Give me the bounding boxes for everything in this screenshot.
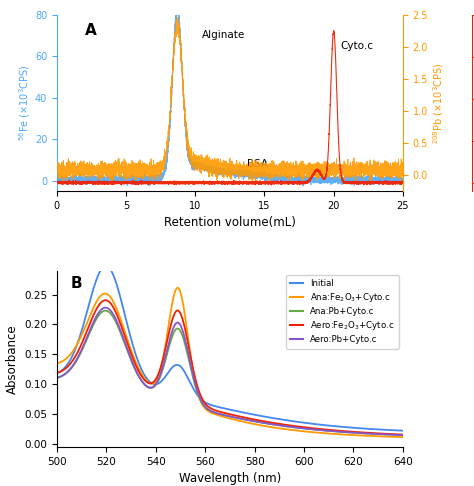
Initial [261,414,266,419]
Y-axis label: $^{208}$Pb (×10$^3$CPS): $^{208}$Pb (×10$^3$CPS) [431,62,446,144]
Aero:Pb+Cyto.c [400,432,406,438]
Aero:Pb+Cyto.c [102,305,108,311]
Line: Aero:Fe$_2$O$_3$+Cyto.c: Aero:Fe$_2$O$_3$+Cyto.c [57,300,403,434]
Ana:Fe$_2$O$_3$+Cyto.c [54,361,60,366]
Line: Aero:Pb+Cyto.c: Aero:Pb+Cyto.c [57,308,403,435]
Initial [219,405,225,411]
Aero:Fe$_2$O$_3$+Cyto.c [400,432,406,437]
Ana:Pb+Cyto.c [221,412,227,418]
Ana:Fe$_2$O$_3$+Cyto.c [400,434,406,440]
Aero:Fe$_2$O$_3$+Cyto.c [392,432,398,437]
Initial [54,370,60,376]
Initial [400,428,406,434]
Ana:Fe$_2$O$_3$+Cyto.c [338,432,344,437]
Aero:Pb+Cyto.c [261,420,266,426]
Aero:Fe$_2$O$_3$+Cyto.c [338,428,344,434]
Initial [392,427,398,433]
Y-axis label: $^{56}$Fe (×10$^3$CPS): $^{56}$Fe (×10$^3$CPS) [17,65,32,141]
Ana:Fe$_2$O$_3$+Cyto.c [242,419,247,425]
Ana:Fe$_2$O$_3$+Cyto.c [175,285,181,291]
X-axis label: Retention volume(mL): Retention volume(mL) [164,216,296,229]
Ana:Fe$_2$O$_3$+Cyto.c [392,434,398,440]
Aero:Fe$_2$O$_3$+Cyto.c [102,297,108,303]
Ana:Pb+Cyto.c [219,412,225,417]
Aero:Pb+Cyto.c [54,375,60,381]
Initial [338,424,344,430]
Text: A: A [84,23,96,38]
Ana:Pb+Cyto.c [261,420,266,426]
Aero:Pb+Cyto.c [219,412,225,417]
Legend: Initial, Ana:Fe$_2$O$_3$+Cyto.c, Ana:Pb+Cyto.c, Aero:Fe$_2$O$_3$+Cyto.c, Aero:Pb: Initial, Ana:Fe$_2$O$_3$+Cyto.c, Ana:Pb+… [286,275,399,348]
Aero:Fe$_2$O$_3$+Cyto.c [219,409,225,415]
Line: Initial: Initial [57,266,403,431]
Text: BSA: BSA [247,159,268,169]
Ana:Fe$_2$O$_3$+Cyto.c [219,414,225,419]
Aero:Pb+Cyto.c [338,429,344,434]
Aero:Pb+Cyto.c [221,412,227,418]
Initial [103,263,109,269]
Text: B: B [71,276,82,291]
Ana:Pb+Cyto.c [242,417,247,422]
Y-axis label: Absorbance: Absorbance [6,324,18,394]
Aero:Fe$_2$O$_3$+Cyto.c [261,418,266,424]
Text: Cyto.c: Cyto.c [341,41,374,51]
Ana:Fe$_2$O$_3$+Cyto.c [261,423,266,429]
Ana:Pb+Cyto.c [338,429,344,434]
Aero:Fe$_2$O$_3$+Cyto.c [242,415,247,420]
Aero:Fe$_2$O$_3$+Cyto.c [54,370,60,376]
Ana:Pb+Cyto.c [400,432,406,438]
Initial [242,410,247,416]
Ana:Pb+Cyto.c [54,375,60,381]
Aero:Pb+Cyto.c [392,432,398,438]
Aero:Fe$_2$O$_3$+Cyto.c [221,410,227,416]
X-axis label: Wavelength (nm): Wavelength (nm) [179,472,281,486]
Ana:Pb+Cyto.c [392,432,398,438]
Initial [221,405,227,411]
Aero:Pb+Cyto.c [242,417,247,422]
Ana:Fe$_2$O$_3$+Cyto.c [221,414,227,420]
Text: Alginate: Alginate [202,30,246,40]
Line: Ana:Fe$_2$O$_3$+Cyto.c: Ana:Fe$_2$O$_3$+Cyto.c [57,288,403,437]
Line: Ana:Pb+Cyto.c: Ana:Pb+Cyto.c [57,311,403,435]
Ana:Pb+Cyto.c [102,308,108,313]
